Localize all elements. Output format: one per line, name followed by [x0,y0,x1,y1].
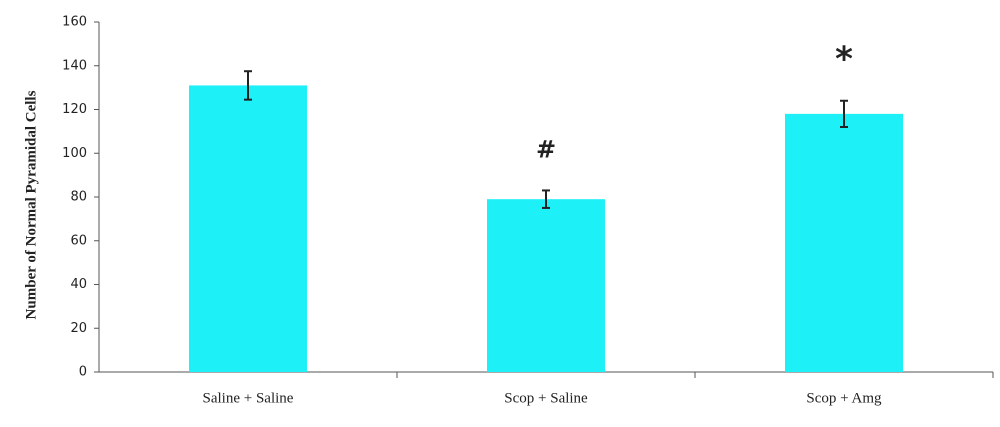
significance-mark: # [536,135,556,163]
error-bar [840,99,848,128]
y-tick-label: 20 [70,321,87,336]
y-tick-label: 80 [70,190,87,205]
y-tick-label: 120 [62,102,87,117]
bar [785,113,903,372]
y-tick-label: 40 [70,277,87,292]
y-tick-label: 0 [79,365,87,380]
x-tick-label: Scop + Saline [504,390,588,406]
x-tick-label: Saline + Saline [203,390,294,406]
significance-mark: * [835,39,853,79]
error-bar [542,189,550,209]
x-tick-label: Scop + Amg [806,390,882,406]
y-axis-label: Number of Normal Pyramidal Cells [23,90,39,319]
bar [487,199,605,372]
y-tick-label: 60 [70,233,87,248]
y-tick-label: 140 [62,58,87,73]
y-tick-label: 160 [62,15,87,30]
error-bar [244,70,252,101]
bar [189,85,307,372]
y-tick-label: 100 [62,146,87,161]
